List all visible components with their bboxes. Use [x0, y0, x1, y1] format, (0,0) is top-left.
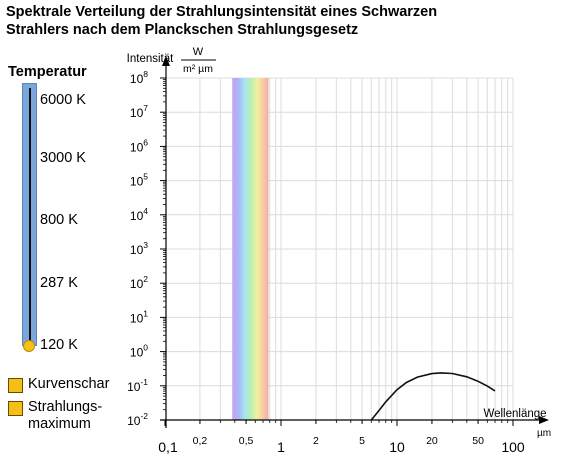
y-tick-label: 106	[130, 137, 148, 154]
y-unit-denominator: m² µm	[183, 63, 213, 75]
y-unit-numerator: W	[193, 46, 204, 58]
strahlungsmaximum-label: Strahlungs- maximum	[28, 399, 103, 432]
temperature-label-800: 800 K	[40, 212, 78, 228]
y-tick-label: 107	[130, 103, 148, 120]
temperature-label-6000: 6000 K	[40, 92, 86, 108]
option-kurvenschar[interactable]: Kurvenschar	[8, 376, 109, 393]
y-tick-exponent: 5	[143, 172, 148, 182]
kurvenschar-label: Kurvenschar	[28, 376, 110, 392]
y-tick-exponent: -2	[140, 411, 148, 421]
y-axis-arrow	[162, 56, 170, 66]
y-tick-label: 105	[130, 172, 148, 189]
y-tick-label: 108	[130, 69, 148, 86]
series-line-120k	[370, 372, 496, 421]
temperature-slider-line	[29, 88, 31, 344]
page-title: Spektrale Verteilung der Strahlungsinten…	[6, 3, 437, 39]
temperature-heading: Temperatur	[8, 64, 87, 80]
x-axis-label: Wellenlänge	[483, 408, 546, 420]
y-tick-label: 100	[130, 343, 148, 360]
option-strahlungsmaximum[interactable]: Strahlungs- maximum	[8, 399, 102, 433]
x-tick-label: 5	[359, 435, 365, 447]
x-unit: µm	[537, 428, 551, 439]
y-tick-exponent: 6	[143, 137, 148, 147]
x-tick-label: 20	[426, 435, 438, 447]
y-tick-label: 103	[130, 240, 148, 257]
chart-grid	[165, 77, 514, 421]
strahlungsmaximum-checkbox[interactable]	[8, 401, 23, 416]
y-tick-exponent: 7	[143, 103, 148, 113]
x-tick-label: 50	[472, 435, 484, 447]
x-tick-label: 100	[501, 439, 525, 455]
x-tick-label: 1	[277, 439, 285, 455]
x-axis-arrow	[539, 416, 549, 424]
y-tick-exponent: 2	[143, 274, 148, 284]
y-tick-label: 10-2	[127, 411, 148, 428]
temperature-label-287: 287 K	[40, 275, 78, 291]
x-tick-label: 0,1	[158, 439, 178, 455]
x-tick-label: 10	[389, 439, 405, 455]
y-tick-label: 101	[130, 308, 148, 325]
temperature-slider-knob[interactable]	[23, 340, 35, 352]
y-tick-label: 10-1	[127, 377, 148, 394]
x-tick-label: 0,2	[193, 435, 208, 447]
y-tick-exponent: 3	[143, 240, 148, 250]
x-tick-label: 0,5	[239, 435, 254, 447]
temperature-label-120: 120 K	[40, 337, 78, 353]
y-tick-exponent: 0	[143, 343, 148, 353]
y-axis-label: Intensität	[127, 53, 174, 65]
kurvenschar-checkbox[interactable]	[8, 378, 23, 393]
visible-spectrum-band	[232, 78, 269, 420]
x-tick-label: 2	[313, 435, 319, 447]
y-tick-label: 104	[130, 206, 148, 223]
y-tick-exponent: 4	[143, 206, 148, 216]
temperature-label-3000: 3000 K	[40, 150, 86, 166]
chart-axes	[160, 56, 549, 428]
y-tick-exponent: 8	[143, 69, 148, 79]
y-tick-exponent: 1	[143, 308, 148, 318]
title-line-2: Strahlers nach dem Planckschen Strahlung…	[6, 22, 359, 38]
title-line-1: Spektrale Verteilung der Strahlungsinten…	[6, 4, 438, 20]
y-tick-label: 102	[130, 274, 148, 291]
x-tick-labels: 0,1 0,2 0,5 1 2 5 10 20 50 100	[158, 435, 525, 455]
y-tick-exponent: -1	[140, 377, 148, 387]
